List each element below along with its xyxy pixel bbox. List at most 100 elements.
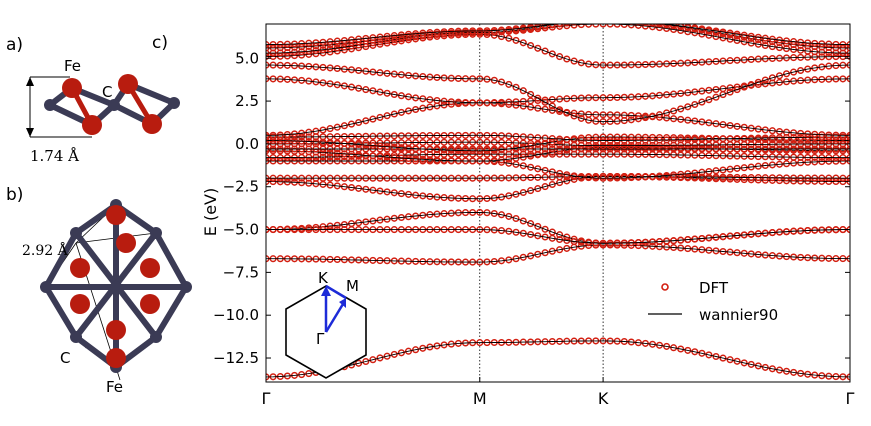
iron-atom bbox=[116, 233, 136, 253]
dft-point bbox=[602, 24, 605, 25]
dft-point bbox=[519, 162, 527, 170]
dft-point bbox=[615, 24, 619, 25]
dft-point bbox=[628, 24, 634, 25]
dft-point bbox=[355, 359, 363, 367]
dft-point bbox=[347, 83, 356, 91]
wannier-line bbox=[266, 24, 850, 46]
band bbox=[266, 24, 850, 49]
dft-point bbox=[677, 105, 685, 113]
dft-point bbox=[648, 112, 657, 120]
iron-atom bbox=[140, 294, 160, 314]
band bbox=[266, 337, 850, 381]
dft-point bbox=[768, 365, 776, 373]
x-tick-label: Γ bbox=[262, 389, 271, 408]
legend-dft-marker bbox=[661, 283, 669, 291]
iron-atom bbox=[62, 78, 82, 98]
dft-point bbox=[541, 183, 549, 191]
dft-point bbox=[548, 102, 556, 110]
dft-point bbox=[649, 24, 656, 27]
dft-point bbox=[376, 113, 384, 121]
dft-point bbox=[726, 356, 734, 364]
dft-point bbox=[635, 24, 642, 26]
dft-point bbox=[333, 123, 341, 131]
dft-point bbox=[642, 24, 649, 26]
y-tick-label: −2.5 bbox=[223, 178, 259, 196]
dft-point bbox=[754, 362, 762, 370]
carbon-atom bbox=[150, 227, 162, 239]
dft-point bbox=[754, 78, 762, 86]
band bbox=[266, 241, 850, 266]
dft-point bbox=[782, 70, 791, 78]
dft-point bbox=[512, 83, 520, 91]
dft-point bbox=[628, 24, 634, 25]
structure-top-view: 2.92 Å C Fe bbox=[22, 199, 192, 396]
iron-atom bbox=[70, 294, 90, 314]
dft-point bbox=[347, 120, 356, 128]
dft-point bbox=[578, 24, 584, 26]
dft-point bbox=[534, 250, 542, 258]
arrowhead-m bbox=[339, 298, 346, 308]
dft-point bbox=[412, 105, 420, 114]
dft-point bbox=[541, 47, 549, 55]
band bbox=[266, 99, 850, 139]
wannier-line bbox=[266, 64, 850, 123]
dft-point bbox=[519, 217, 527, 225]
plot-frame bbox=[265, 23, 851, 383]
dft-point bbox=[326, 125, 334, 133]
dft-point bbox=[369, 115, 377, 123]
dft-point bbox=[404, 107, 413, 115]
dft-point bbox=[578, 24, 584, 25]
bz-label-gamma: Γ bbox=[316, 330, 325, 348]
iron-atom bbox=[70, 258, 90, 278]
dft-point bbox=[534, 44, 542, 52]
k-m-arrow bbox=[325, 284, 347, 300]
dft-point bbox=[768, 74, 776, 82]
bz-label-k: K bbox=[318, 269, 329, 287]
dft-point bbox=[712, 93, 720, 101]
dft-point bbox=[677, 345, 685, 353]
dft-point bbox=[594, 24, 598, 25]
iron-atom bbox=[82, 115, 102, 135]
dft-point bbox=[577, 59, 585, 67]
structure-side-view: Fe C 1.74 Å bbox=[26, 57, 180, 165]
dft-point bbox=[556, 53, 564, 61]
dft-point bbox=[369, 356, 377, 364]
dft-point bbox=[747, 81, 755, 89]
dft-point bbox=[383, 112, 391, 120]
dft-point bbox=[548, 180, 556, 189]
y-tick-label: 2.5 bbox=[235, 92, 259, 110]
dft-point bbox=[512, 36, 520, 44]
label-fe-bottom: Fe bbox=[106, 378, 123, 396]
dft-point bbox=[376, 354, 384, 362]
dft-point bbox=[556, 169, 564, 177]
dft-point bbox=[733, 86, 741, 94]
bond-length-label: 1.74 Å bbox=[30, 147, 79, 165]
wannier-line bbox=[266, 33, 850, 66]
dft-point bbox=[512, 214, 520, 223]
band bbox=[266, 61, 850, 126]
dft-point bbox=[397, 108, 405, 116]
dft-point bbox=[527, 163, 535, 171]
dft-point bbox=[622, 24, 627, 25]
wannier-line bbox=[266, 134, 850, 141]
dft-point bbox=[719, 354, 727, 362]
dft-point bbox=[577, 114, 585, 122]
dft-point bbox=[548, 234, 556, 242]
brillouin-zone-inset: K M Γ bbox=[285, 269, 367, 379]
dft-point bbox=[655, 111, 664, 119]
panel-label-a: a) bbox=[6, 35, 23, 55]
dft-point bbox=[761, 363, 769, 371]
dft-point bbox=[570, 112, 578, 120]
dft-point bbox=[505, 192, 513, 200]
gamma-m-arrow bbox=[324, 303, 345, 333]
band bbox=[266, 208, 850, 247]
dft-point bbox=[397, 349, 405, 357]
dft-point bbox=[534, 165, 542, 173]
dft-point bbox=[390, 110, 398, 118]
dft-point bbox=[505, 80, 513, 88]
dft-point bbox=[355, 118, 363, 127]
dft-point bbox=[340, 122, 348, 130]
